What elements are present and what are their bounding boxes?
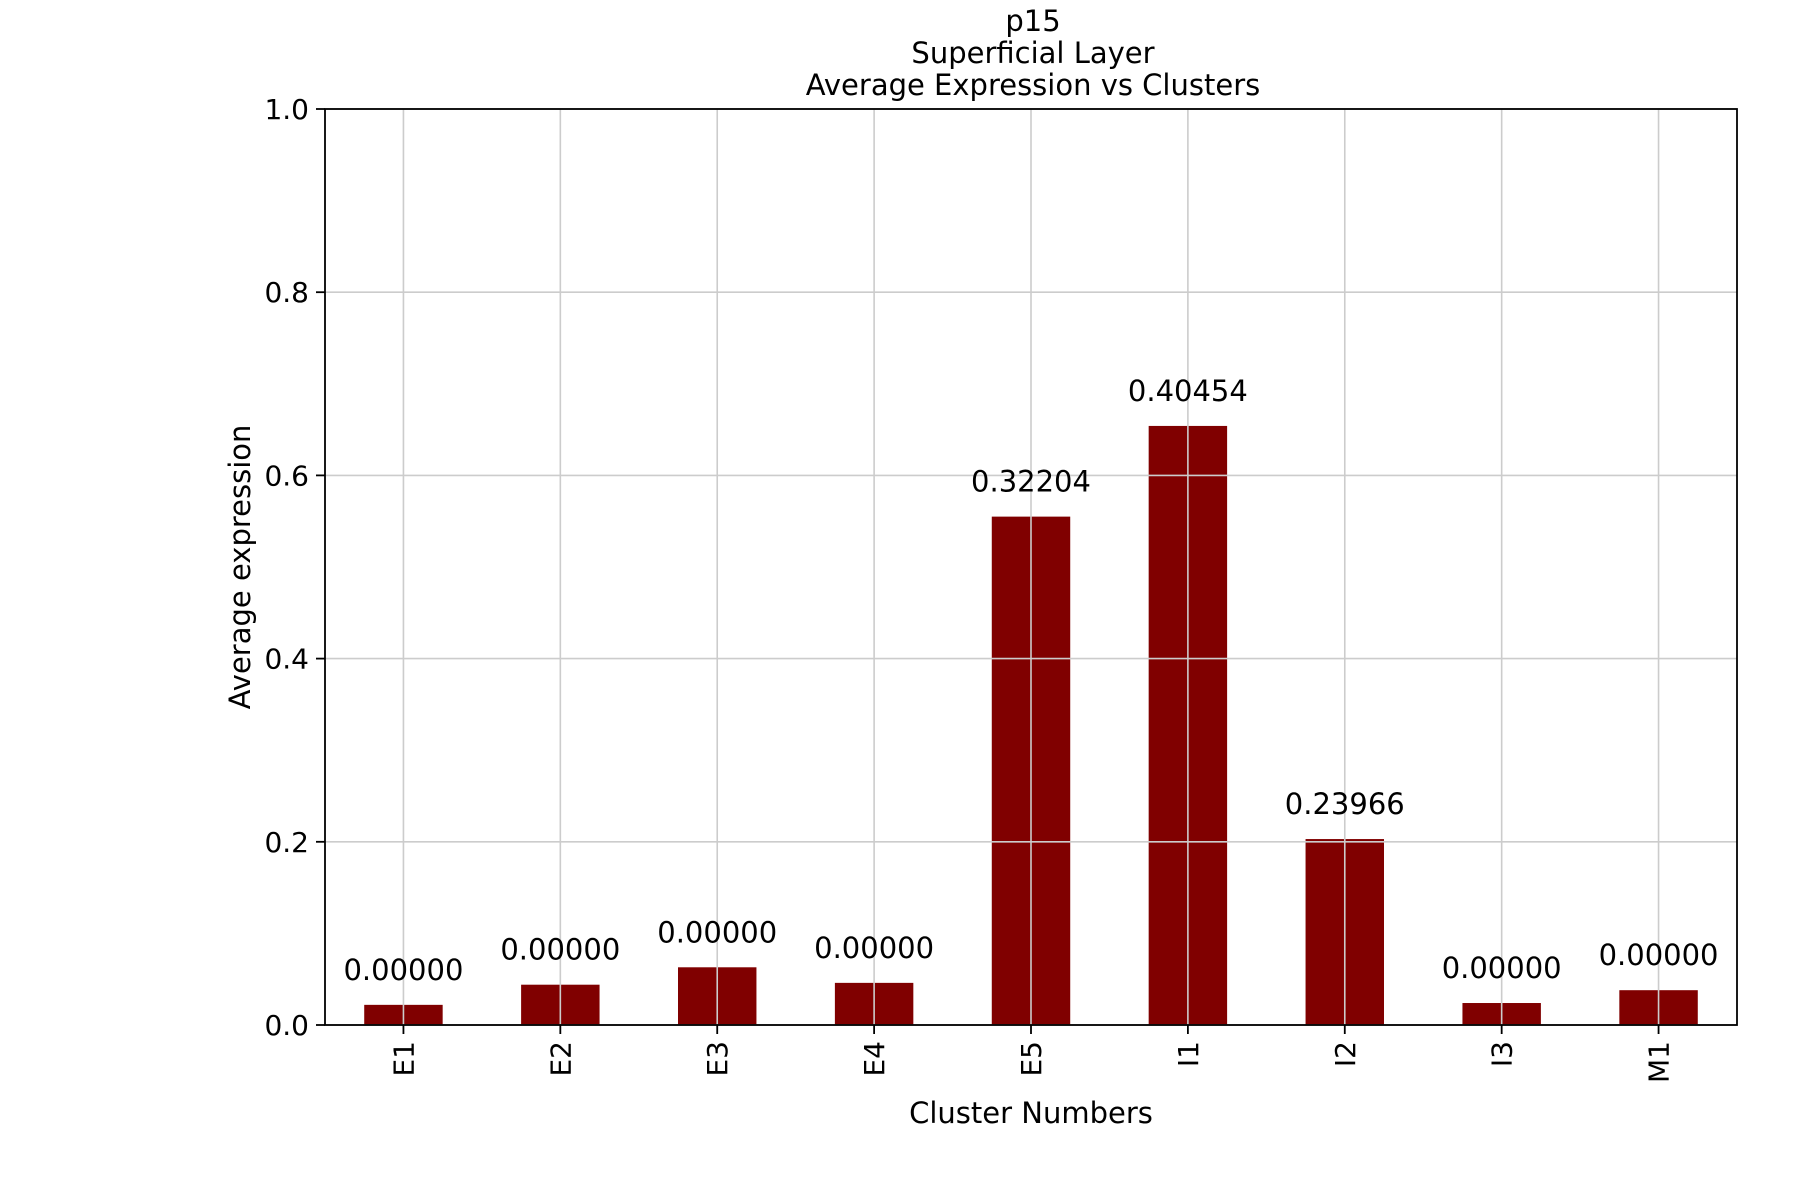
y-tick-label: 0.8 — [264, 276, 309, 309]
y-tick-label: 0.4 — [264, 643, 309, 676]
bar-value-label: 0.00000 — [657, 915, 777, 949]
y-tick-label: 0.6 — [264, 459, 309, 492]
bar-value-label: 0.00000 — [1599, 938, 1719, 972]
x-tick-label: E5 — [1015, 1041, 1048, 1077]
x-tick-label: E4 — [858, 1041, 891, 1077]
y-tick-label: 0.2 — [264, 826, 309, 859]
bar-value-label: 0.32204 — [971, 465, 1091, 499]
x-tick-label: E3 — [701, 1041, 734, 1077]
bar-value-label: 0.00000 — [814, 931, 934, 965]
chart-title-line-1: p15 — [1005, 4, 1060, 38]
grid — [325, 108, 1737, 1026]
y-axis-label: Average expression — [223, 425, 257, 710]
x-tick-label: I3 — [1486, 1041, 1519, 1067]
y-tick-label: 0.0 — [264, 1009, 309, 1042]
x-tick-label: M1 — [1643, 1041, 1676, 1083]
x-tick-label: E1 — [387, 1041, 420, 1077]
chart-title-line-2: Superficial Layer — [911, 36, 1154, 70]
y-tick-label: 1.0 — [264, 93, 309, 126]
chart-title: p15 Superficial Layer Average Expression… — [806, 4, 1260, 102]
chart-title-line-3: Average Expression vs Clusters — [806, 68, 1260, 102]
bar-value-label: 0.00000 — [343, 953, 463, 987]
x-tick-label: E2 — [544, 1041, 577, 1077]
x-tick-label: I2 — [1329, 1041, 1362, 1067]
y-axis-ticks: 0.0 0.2 0.4 0.6 0.8 1.0 — [264, 93, 325, 1042]
bar-value-label: 0.23966 — [1285, 787, 1405, 821]
x-axis-label: Cluster Numbers — [909, 1096, 1153, 1130]
x-axis-ticks: E1 E2 E3 E4 E5 I1 I2 I3 M1 — [387, 1025, 1676, 1083]
data-labels: 0.00000 0.00000 0.00000 0.00000 0.32204 0.404… — [343, 374, 1718, 987]
bar-value-label: 0.40454 — [1128, 374, 1248, 408]
bar-value-label: 0.00000 — [500, 933, 620, 967]
x-tick-label: I1 — [1172, 1041, 1205, 1067]
bar-value-label: 0.00000 — [1442, 951, 1562, 985]
